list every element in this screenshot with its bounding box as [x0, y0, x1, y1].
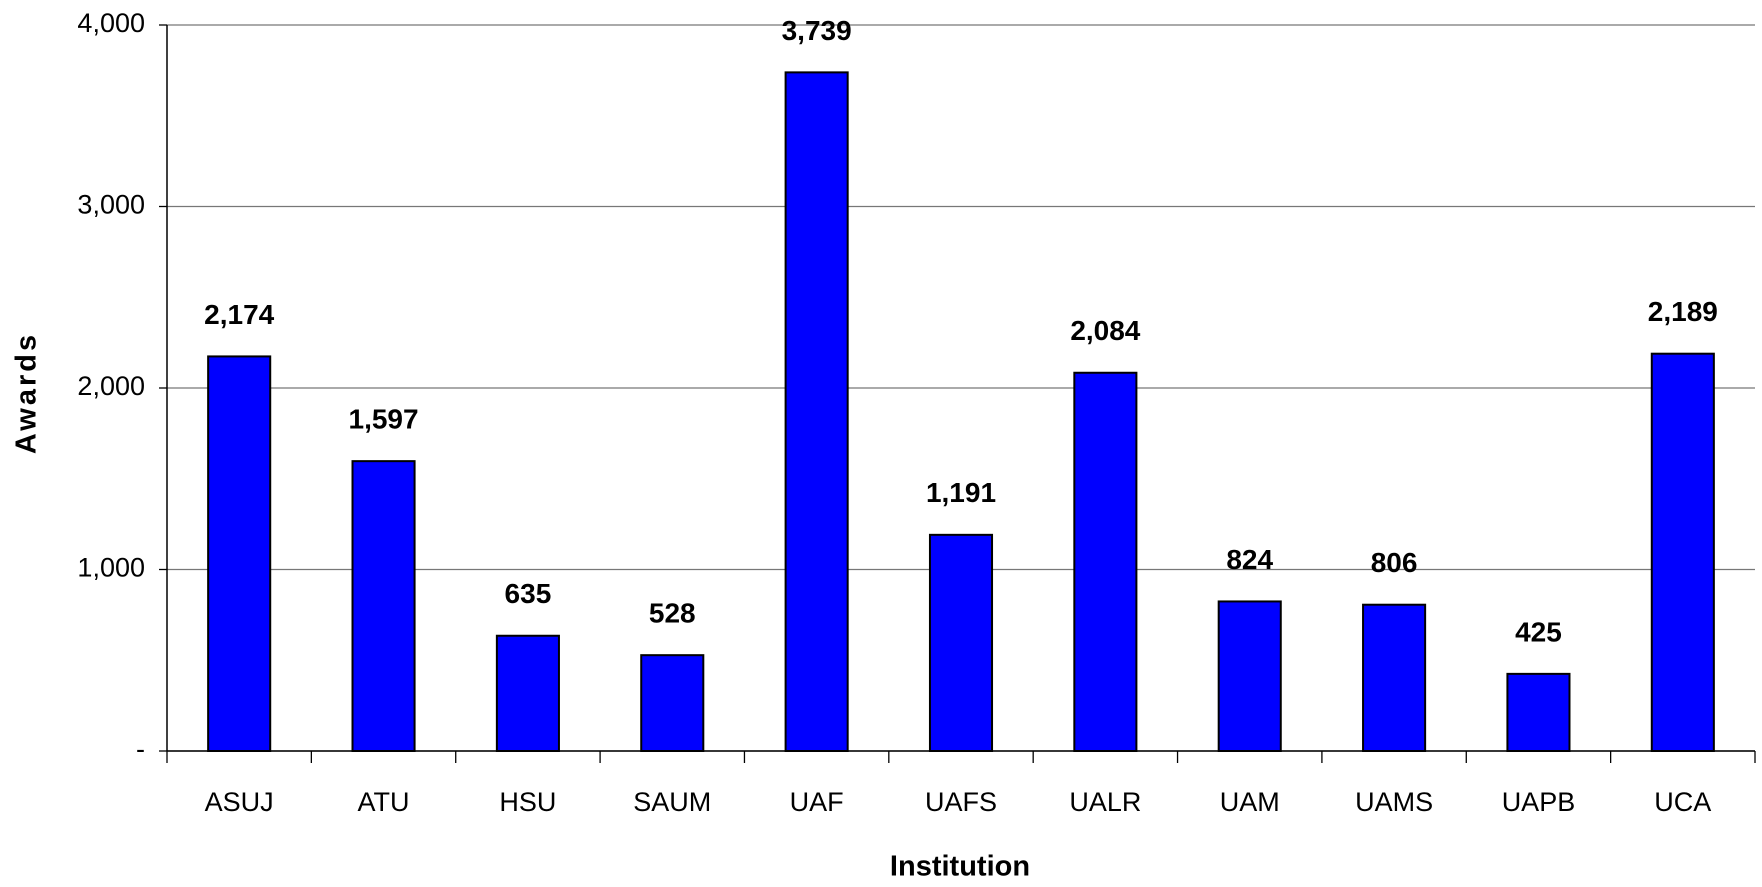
y-tick-label: 4,000	[77, 8, 145, 38]
bar	[351, 460, 416, 752]
data-label: 3,739	[782, 15, 852, 46]
bar	[495, 634, 560, 752]
data-label: 2,189	[1648, 296, 1718, 327]
bar	[784, 71, 849, 752]
x-tick-label: UAM	[1220, 787, 1280, 817]
bar	[1217, 600, 1282, 752]
x-axis-title: Institution	[890, 851, 1030, 883]
x-tick-label: UALR	[1069, 787, 1141, 817]
x-tick-label: UAMS	[1355, 787, 1433, 817]
y-axis-title: Awards	[11, 332, 43, 454]
data-label: 824	[1226, 544, 1273, 575]
y-tick-label: 2,000	[77, 371, 145, 401]
bar	[1073, 371, 1138, 752]
data-label: 2,174	[204, 299, 274, 330]
bar	[928, 533, 994, 752]
bar	[1650, 352, 1715, 752]
x-tick-label: UCA	[1654, 787, 1711, 817]
x-tick-label: UAPB	[1502, 787, 1576, 817]
data-label: 1,597	[349, 404, 419, 435]
x-tick-label: UAF	[790, 787, 844, 817]
data-label: 806	[1371, 547, 1418, 578]
bar	[1362, 603, 1427, 752]
data-label: 528	[649, 598, 696, 629]
bar	[207, 355, 272, 752]
bar	[1506, 672, 1571, 752]
y-tick-label: 3,000	[77, 190, 145, 220]
y-tick-label: -	[136, 734, 145, 764]
data-label: 425	[1515, 616, 1562, 647]
x-tick-label: ASUJ	[205, 787, 274, 817]
x-tick-label: UAFS	[925, 787, 997, 817]
data-label: 635	[505, 578, 552, 609]
data-label: 1,191	[926, 477, 996, 508]
data-label: 2,084	[1070, 315, 1140, 346]
y-tick-label: 1,000	[77, 553, 145, 583]
x-tick-label: HSU	[499, 787, 556, 817]
bar	[640, 654, 705, 753]
x-tick-label: SAUM	[633, 787, 711, 817]
x-tick-label: ATU	[358, 787, 410, 817]
